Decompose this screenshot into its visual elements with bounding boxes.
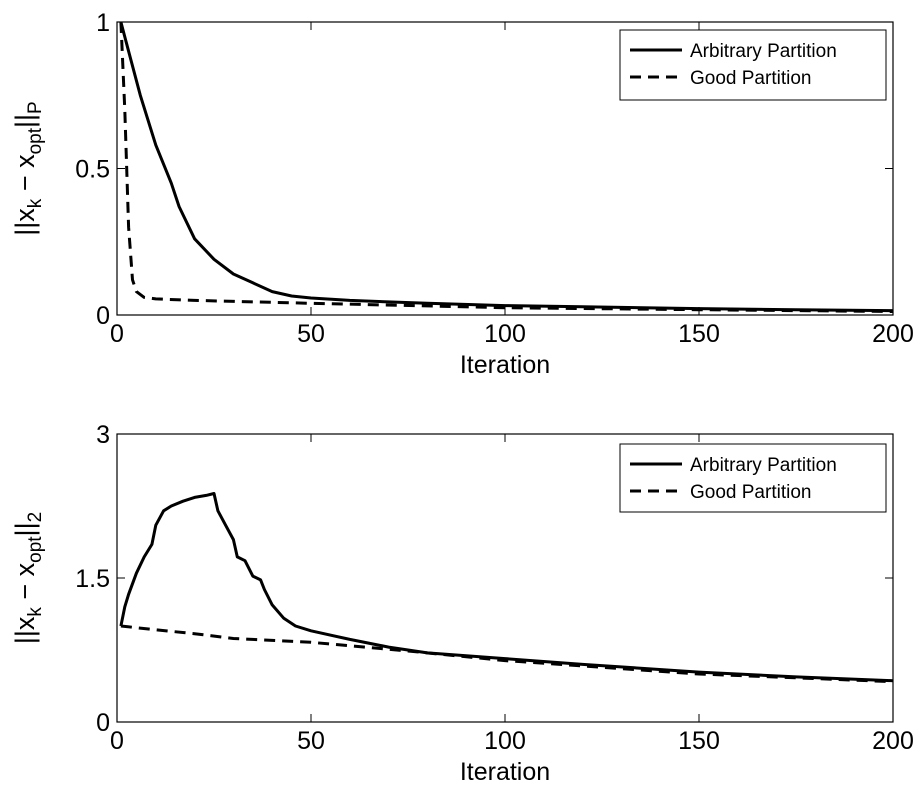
series-line-good-partition <box>119 22 893 313</box>
series-line-good-partition <box>120 624 893 684</box>
y-axis-title: ||xk − xopt||P <box>10 101 46 235</box>
x-axis-title: Iteration <box>460 758 550 786</box>
y-axis-title-subscript: k <box>25 198 46 208</box>
x-tick-label: 150 <box>678 320 720 348</box>
series-line-arbitrary-partition <box>119 492 893 683</box>
y-tick-label: 0.5 <box>75 156 110 184</box>
y-axis-title-part: || <box>10 114 40 128</box>
y-axis-title-part: ||x <box>10 208 40 236</box>
y-axis-title-subscript: k <box>25 607 46 617</box>
legend-box <box>619 29 887 101</box>
y-axis-title-subscript: opt <box>25 127 46 154</box>
y-tick-label: 1.5 <box>75 565 110 593</box>
series-line-arbitrary-partition <box>119 22 893 313</box>
y-axis-title-subscript: P <box>25 101 46 114</box>
legend-label: Arbitrary Partition <box>690 41 837 62</box>
x-tick-label: 0 <box>110 727 124 755</box>
x-tick-label: 50 <box>297 727 325 755</box>
x-tick-label: 200 <box>872 727 914 755</box>
legend-label: Arbitrary Partition <box>690 455 837 476</box>
chart-panel-1: 0 50 100 150 200 0 0.5 1 Iteration ||xk − xopt||P… <box>10 9 914 379</box>
x-tick-label: 100 <box>484 727 526 755</box>
x-tick-label: 200 <box>872 320 914 348</box>
x-tick-label: 100 <box>484 320 526 348</box>
x-axis-title: Iteration <box>460 351 550 379</box>
x-tick-label: 50 <box>297 320 325 348</box>
legend-box <box>619 443 887 513</box>
y-axis-title-subscript: opt <box>25 536 46 563</box>
x-tick-label: 150 <box>678 727 720 755</box>
y-axis-title-part: ||x <box>10 616 40 644</box>
y-axis-title-part: − x <box>10 154 40 199</box>
chart-panel-2: 0 50 100 150 200 0 1.5 3 Iteration ||xk − xopt||2… <box>10 421 914 786</box>
legend-label: Good Partition <box>690 482 811 503</box>
y-tick-label: 3 <box>96 421 110 449</box>
legend-label: Good Partition <box>690 68 811 89</box>
y-axis-title-part: || <box>10 522 40 536</box>
y-tick-label: 0 <box>96 709 110 737</box>
y-axis-title-part: − x <box>10 562 40 607</box>
y-axis-title-subscript: 2 <box>25 512 46 523</box>
y-tick-label: 1 <box>96 9 110 37</box>
y-tick-label: 0 <box>96 302 110 330</box>
y-axis-title: ||xk − xopt||2 <box>10 512 46 644</box>
x-tick-label: 0 <box>110 320 124 348</box>
